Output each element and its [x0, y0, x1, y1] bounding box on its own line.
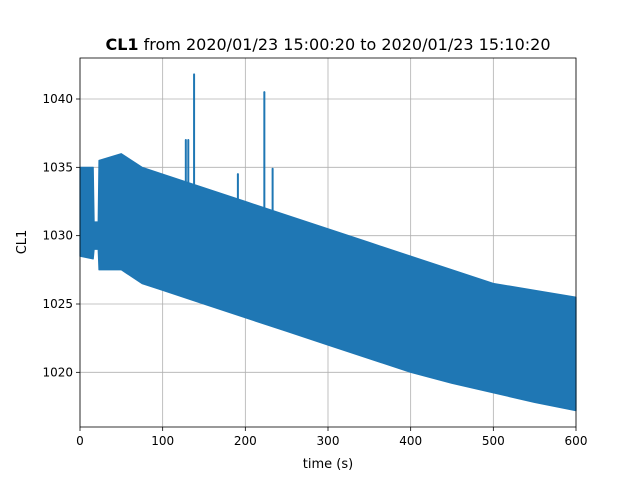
x-axis-label: time (s): [303, 457, 353, 472]
y-tick-label: 1020: [42, 365, 73, 379]
y-tick-label: 1025: [42, 297, 73, 311]
y-tick-label: 1030: [42, 229, 73, 243]
x-tick-label: 100: [151, 434, 174, 448]
y-tick-label: 1035: [42, 160, 73, 174]
x-tick-label: 200: [234, 434, 257, 448]
chart-title: CL1 from 2020/01/23 15:00:20 to 2020/01/…: [105, 35, 550, 54]
x-tick-label: 400: [399, 434, 422, 448]
x-tick-label: 0: [76, 434, 84, 448]
plot-area: [79, 57, 577, 428]
chart-title-bold: CL1: [105, 35, 138, 54]
x-tick-label: 300: [317, 434, 340, 448]
chart-title-rest: from 2020/01/23 15:00:20 to 2020/01/23 1…: [139, 35, 551, 54]
y-axis-label: CL1: [15, 230, 30, 255]
x-tick-label: 600: [565, 434, 588, 448]
x-axis-ticks: 0 100 200 300 400 500 600: [76, 427, 587, 448]
y-tick-label: 1040: [42, 92, 73, 106]
x-tick-label: 500: [482, 434, 505, 448]
y-axis-ticks: 1020 1025 1030 1035 1040: [42, 92, 80, 379]
